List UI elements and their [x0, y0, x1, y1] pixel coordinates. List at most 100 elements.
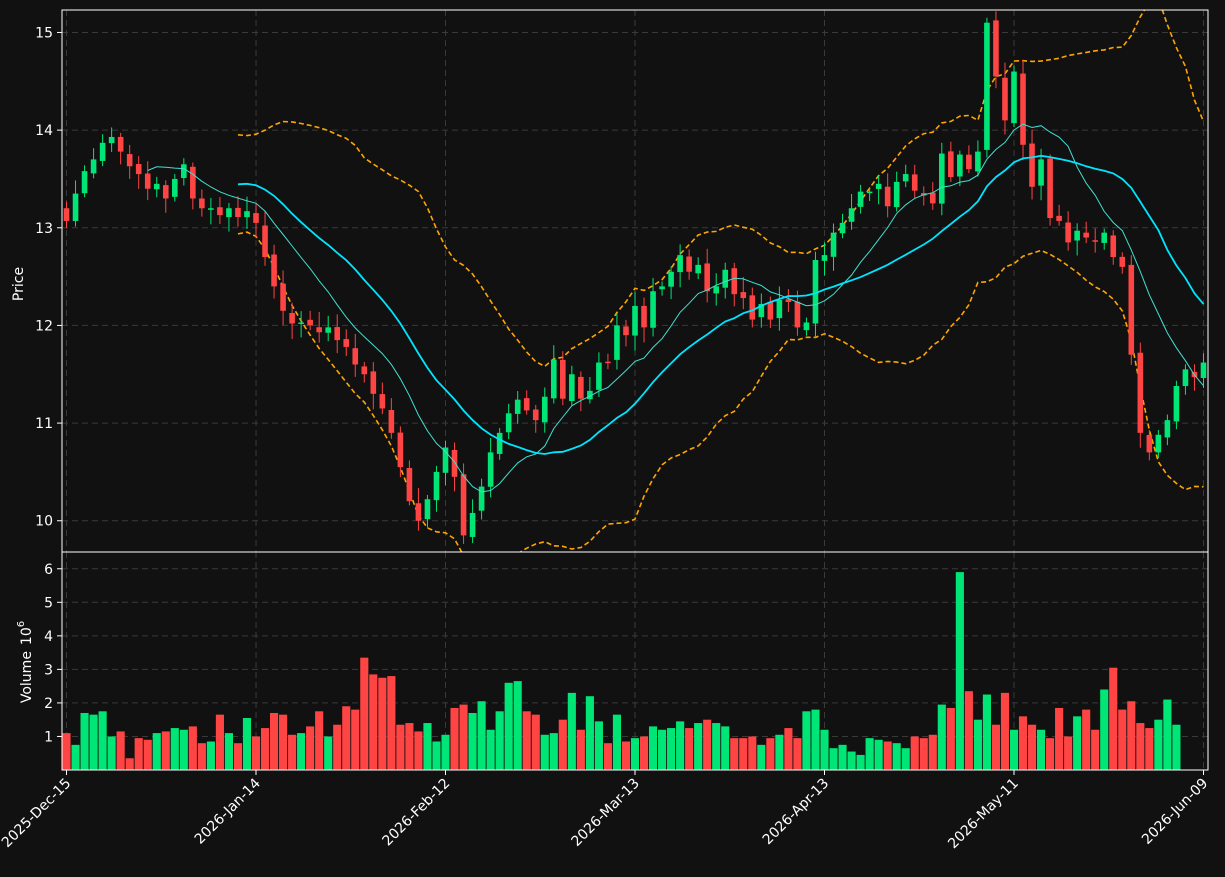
candle-body: [144, 173, 151, 189]
candle-body: [695, 264, 701, 274]
volume-bar: [874, 739, 883, 770]
volume-bar: [1082, 709, 1091, 770]
candle-body: [99, 142, 106, 161]
volume-bar: [639, 736, 649, 770]
candle-body: [81, 171, 88, 194]
volume-bar: [658, 729, 667, 770]
volume-bar: [396, 724, 405, 770]
candle-body: [208, 208, 214, 210]
candle-body: [523, 398, 530, 411]
candle: [641, 297, 647, 343]
volume-bar: [98, 711, 107, 770]
candle-body: [1137, 352, 1144, 433]
volume-bar: [937, 704, 946, 770]
volume-bar: [179, 729, 188, 770]
volume-bar: [901, 748, 910, 770]
candle-body: [650, 291, 656, 328]
candle-body: [767, 301, 774, 320]
candle: [162, 180, 169, 213]
candle: [397, 426, 404, 478]
candle-body: [776, 300, 783, 319]
candle-body: [1029, 143, 1035, 187]
candle: [244, 196, 250, 229]
volume-bar: [540, 734, 549, 770]
volume-bar: [495, 711, 504, 770]
candle-body: [235, 207, 241, 218]
candle-body: [117, 136, 124, 152]
candle: [361, 361, 368, 383]
volume-bar: [594, 721, 603, 770]
volume-bar: [811, 709, 820, 770]
candle: [379, 382, 386, 415]
volume-bar: [558, 719, 567, 770]
candle-body: [1020, 73, 1026, 145]
candle: [749, 287, 756, 328]
volume-bar: [504, 682, 513, 770]
candle: [144, 161, 151, 201]
candle-body: [641, 305, 647, 328]
volume-bar: [1000, 692, 1010, 770]
candle: [794, 290, 801, 336]
candle-body: [397, 432, 404, 468]
candle-body: [388, 410, 395, 433]
candle: [966, 145, 972, 174]
volume-bar: [694, 723, 703, 770]
volume-bar: [242, 718, 252, 770]
candle: [433, 465, 440, 512]
volume-bar: [324, 736, 333, 770]
candle: [81, 165, 88, 198]
volume-bar: [116, 731, 125, 770]
candle-body: [848, 208, 855, 222]
candle-body: [614, 325, 620, 360]
candle-body: [541, 396, 548, 423]
candle: [90, 148, 97, 179]
candle-body: [496, 432, 503, 454]
volume-bar: [306, 726, 315, 770]
volume-bar: [1091, 729, 1100, 770]
candle: [587, 376, 593, 404]
candle: [298, 311, 304, 338]
candle: [226, 202, 232, 232]
candle-body: [560, 359, 566, 399]
candle: [117, 132, 124, 165]
candle: [388, 398, 395, 439]
volume-bar: [125, 758, 134, 770]
candle-body: [199, 198, 205, 209]
candle: [677, 244, 683, 288]
volume-bar: [1037, 729, 1046, 770]
volume-bar: [748, 736, 757, 770]
volume-axis-label-text: Volume: [19, 651, 35, 703]
price-y-tick-label: 11: [35, 416, 53, 432]
volume-bar: [62, 733, 71, 770]
candle: [569, 365, 575, 406]
candle: [1128, 255, 1135, 365]
candle-body: [433, 471, 440, 501]
volume-bar: [315, 711, 324, 770]
candle-body: [722, 269, 729, 288]
candle-body: [758, 303, 765, 318]
candle: [993, 11, 999, 89]
volume-bar: [991, 724, 1001, 770]
volume-bar: [1100, 689, 1109, 770]
candle: [875, 175, 882, 205]
candle-body: [605, 361, 611, 364]
candle: [523, 390, 530, 415]
volume-bar: [206, 741, 215, 770]
candle-body: [957, 154, 963, 177]
volume-bar: [351, 709, 360, 770]
candle-body: [244, 211, 250, 218]
candle-body: [839, 222, 846, 234]
volume-bar: [667, 728, 676, 770]
moving-average-fast-line: [147, 123, 1204, 493]
candle-body: [171, 178, 178, 197]
candle: [343, 329, 350, 357]
volume-bar: [883, 741, 892, 770]
candle-body: [984, 22, 990, 150]
volume-bar: [1009, 729, 1019, 770]
candle-body: [90, 159, 97, 174]
volume-bar: [531, 714, 540, 770]
volume-bar: [549, 733, 558, 770]
candle: [487, 438, 494, 498]
volume-bar: [197, 743, 206, 770]
candle: [731, 262, 738, 307]
